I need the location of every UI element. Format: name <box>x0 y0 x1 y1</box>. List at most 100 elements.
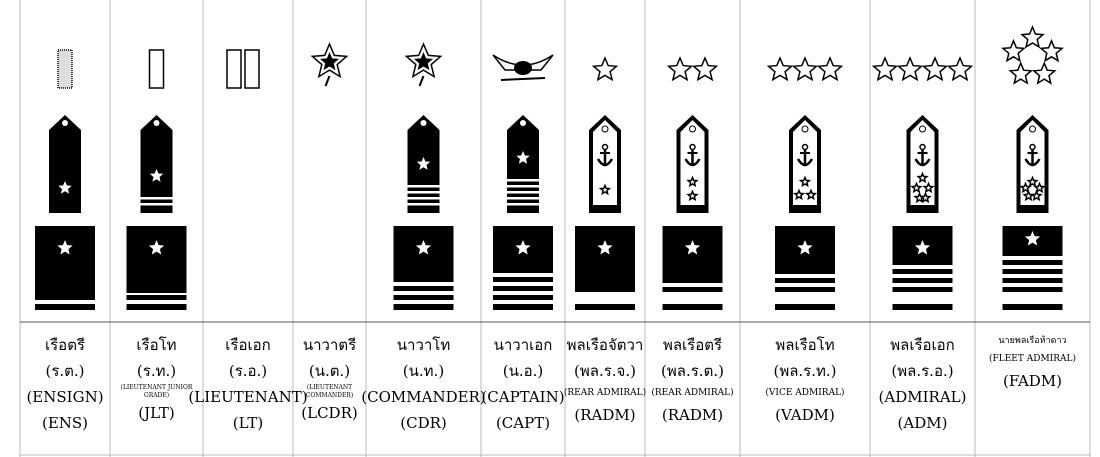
sleeve-patch <box>493 226 553 310</box>
oak-leaf-stem <box>418 75 425 87</box>
collar-star <box>871 56 899 82</box>
rank-line: (JLT) <box>138 404 175 422</box>
board-stripe <box>140 197 173 200</box>
anchor-ring <box>919 143 926 151</box>
shoulder-board <box>49 115 81 213</box>
board-button <box>153 120 160 126</box>
sleeve-stripe <box>892 274 953 278</box>
board-stripe <box>140 203 173 206</box>
rank-line: (FADM) <box>1002 372 1063 390</box>
anchor-ring <box>601 143 609 151</box>
sleeve-stripe <box>662 292 723 304</box>
collar-star <box>1039 38 1064 63</box>
board-button <box>601 125 609 133</box>
rank-line: (ร.อ.) <box>228 362 268 380</box>
rank-line: พลเรือโท <box>775 336 835 354</box>
sleeve-stripe <box>892 292 953 304</box>
shoulder-board <box>507 115 539 213</box>
board-star <box>416 157 431 170</box>
collar-star <box>666 56 694 82</box>
sleeve-stripe <box>1002 292 1063 304</box>
rank-line: (พล.ร.ต.) <box>661 362 724 380</box>
collar-star <box>1020 25 1045 49</box>
rank-line: (REAR ADMIRAL) <box>563 388 647 398</box>
sleeve-stripe <box>892 283 953 287</box>
sleeve-stripe <box>493 291 553 295</box>
sleeve-stripe <box>126 300 187 304</box>
rank-line: (CDR) <box>400 414 447 432</box>
oak-leaf-stem <box>324 75 331 87</box>
eagle-body <box>514 61 532 75</box>
sleeve-stripe <box>393 282 454 286</box>
rank-line: (น.ท.) <box>402 362 445 380</box>
collar-star <box>1008 61 1034 85</box>
board-star <box>922 181 935 194</box>
board-stripe <box>507 191 539 194</box>
rank-line: (น.ต.) <box>308 362 351 380</box>
sleeve-star <box>1024 231 1041 246</box>
rank-line: พลเรือจัตวา <box>566 336 644 354</box>
rank-line: (ENS) <box>41 414 89 432</box>
board-button <box>919 125 926 133</box>
sleeve-star <box>515 240 531 255</box>
board-star <box>916 171 929 184</box>
rank-line: นาวาเอก <box>493 336 553 354</box>
collar-star <box>921 56 949 82</box>
oak-leaf-vein <box>320 52 339 71</box>
board-stripe <box>507 197 539 200</box>
sleeve-stripe <box>775 283 835 287</box>
rank-line: (น.อ.) <box>502 362 544 380</box>
board-star <box>804 188 818 201</box>
collar-star <box>766 56 794 82</box>
sleeve-stripe <box>1002 283 1063 287</box>
eagle <box>492 54 554 71</box>
board-star <box>910 181 923 194</box>
rank-line: (LCDR) <box>301 404 358 422</box>
sleeve-stripe <box>393 300 454 304</box>
sleeve-stripe <box>126 293 187 295</box>
shoulder-board <box>140 115 173 213</box>
anchor-fluke <box>684 158 701 167</box>
collar-star <box>1031 61 1057 85</box>
rank-line: (ENSIGN) <box>26 388 104 406</box>
rank-line: (CAPT) <box>495 414 551 432</box>
sleeve-star <box>57 240 73 255</box>
sleeve-star <box>797 240 813 255</box>
anchor-ring <box>1029 143 1036 151</box>
board-star <box>686 175 699 188</box>
sleeve-stripe <box>892 265 953 269</box>
rank-line: (RADM) <box>574 406 636 424</box>
rank-line: (ADM) <box>897 414 948 432</box>
rank-line: นาวาตรี <box>302 336 357 354</box>
sleeve-star <box>914 240 931 255</box>
sleeve-stripe <box>662 283 723 287</box>
collar-star <box>896 56 924 82</box>
rank-line: พลเรือเอก <box>890 336 955 354</box>
sleeve-star <box>597 240 613 255</box>
rank-line: (LIEUTENANT COMMANDER) <box>305 384 354 399</box>
board-star <box>1019 181 1032 194</box>
sleeve-stripe <box>393 291 454 295</box>
rank-line: (ร.ต.) <box>45 362 85 380</box>
rank-label: นาวาเอก (น.อ.) (CAPTAIN) (CAPT) <box>481 332 565 452</box>
rank-label: พลเรือตรี (พล.ร.ต.) (REAR ADMIRAL) (RADM) <box>645 332 740 452</box>
board-star <box>598 183 612 196</box>
anchor-fluke <box>596 158 614 167</box>
board-stripe <box>407 185 440 188</box>
sleeve-stripe <box>493 300 553 304</box>
anchor-fluke <box>1024 158 1041 167</box>
sleeve-stripe <box>493 273 553 277</box>
rank-line: (FLEET ADMIRAL) <box>989 354 1076 364</box>
sleeve-patch <box>35 226 95 310</box>
rank-line: (CAPTAIN) <box>481 388 565 406</box>
anchor-fluke <box>796 158 814 167</box>
rank-line: (พล.ร.จ.) <box>574 362 636 380</box>
sleeve-stripe <box>1002 274 1063 278</box>
rank-line: (LIEUTENANT JUNIOR GRADE) <box>120 384 193 399</box>
collar-bar <box>226 49 242 89</box>
board-star <box>1030 189 1043 202</box>
collar-star <box>691 56 719 82</box>
rank-label: พลเรือเอก (พล.ร.อ.) (ADMIRAL) (ADM) <box>870 332 975 452</box>
